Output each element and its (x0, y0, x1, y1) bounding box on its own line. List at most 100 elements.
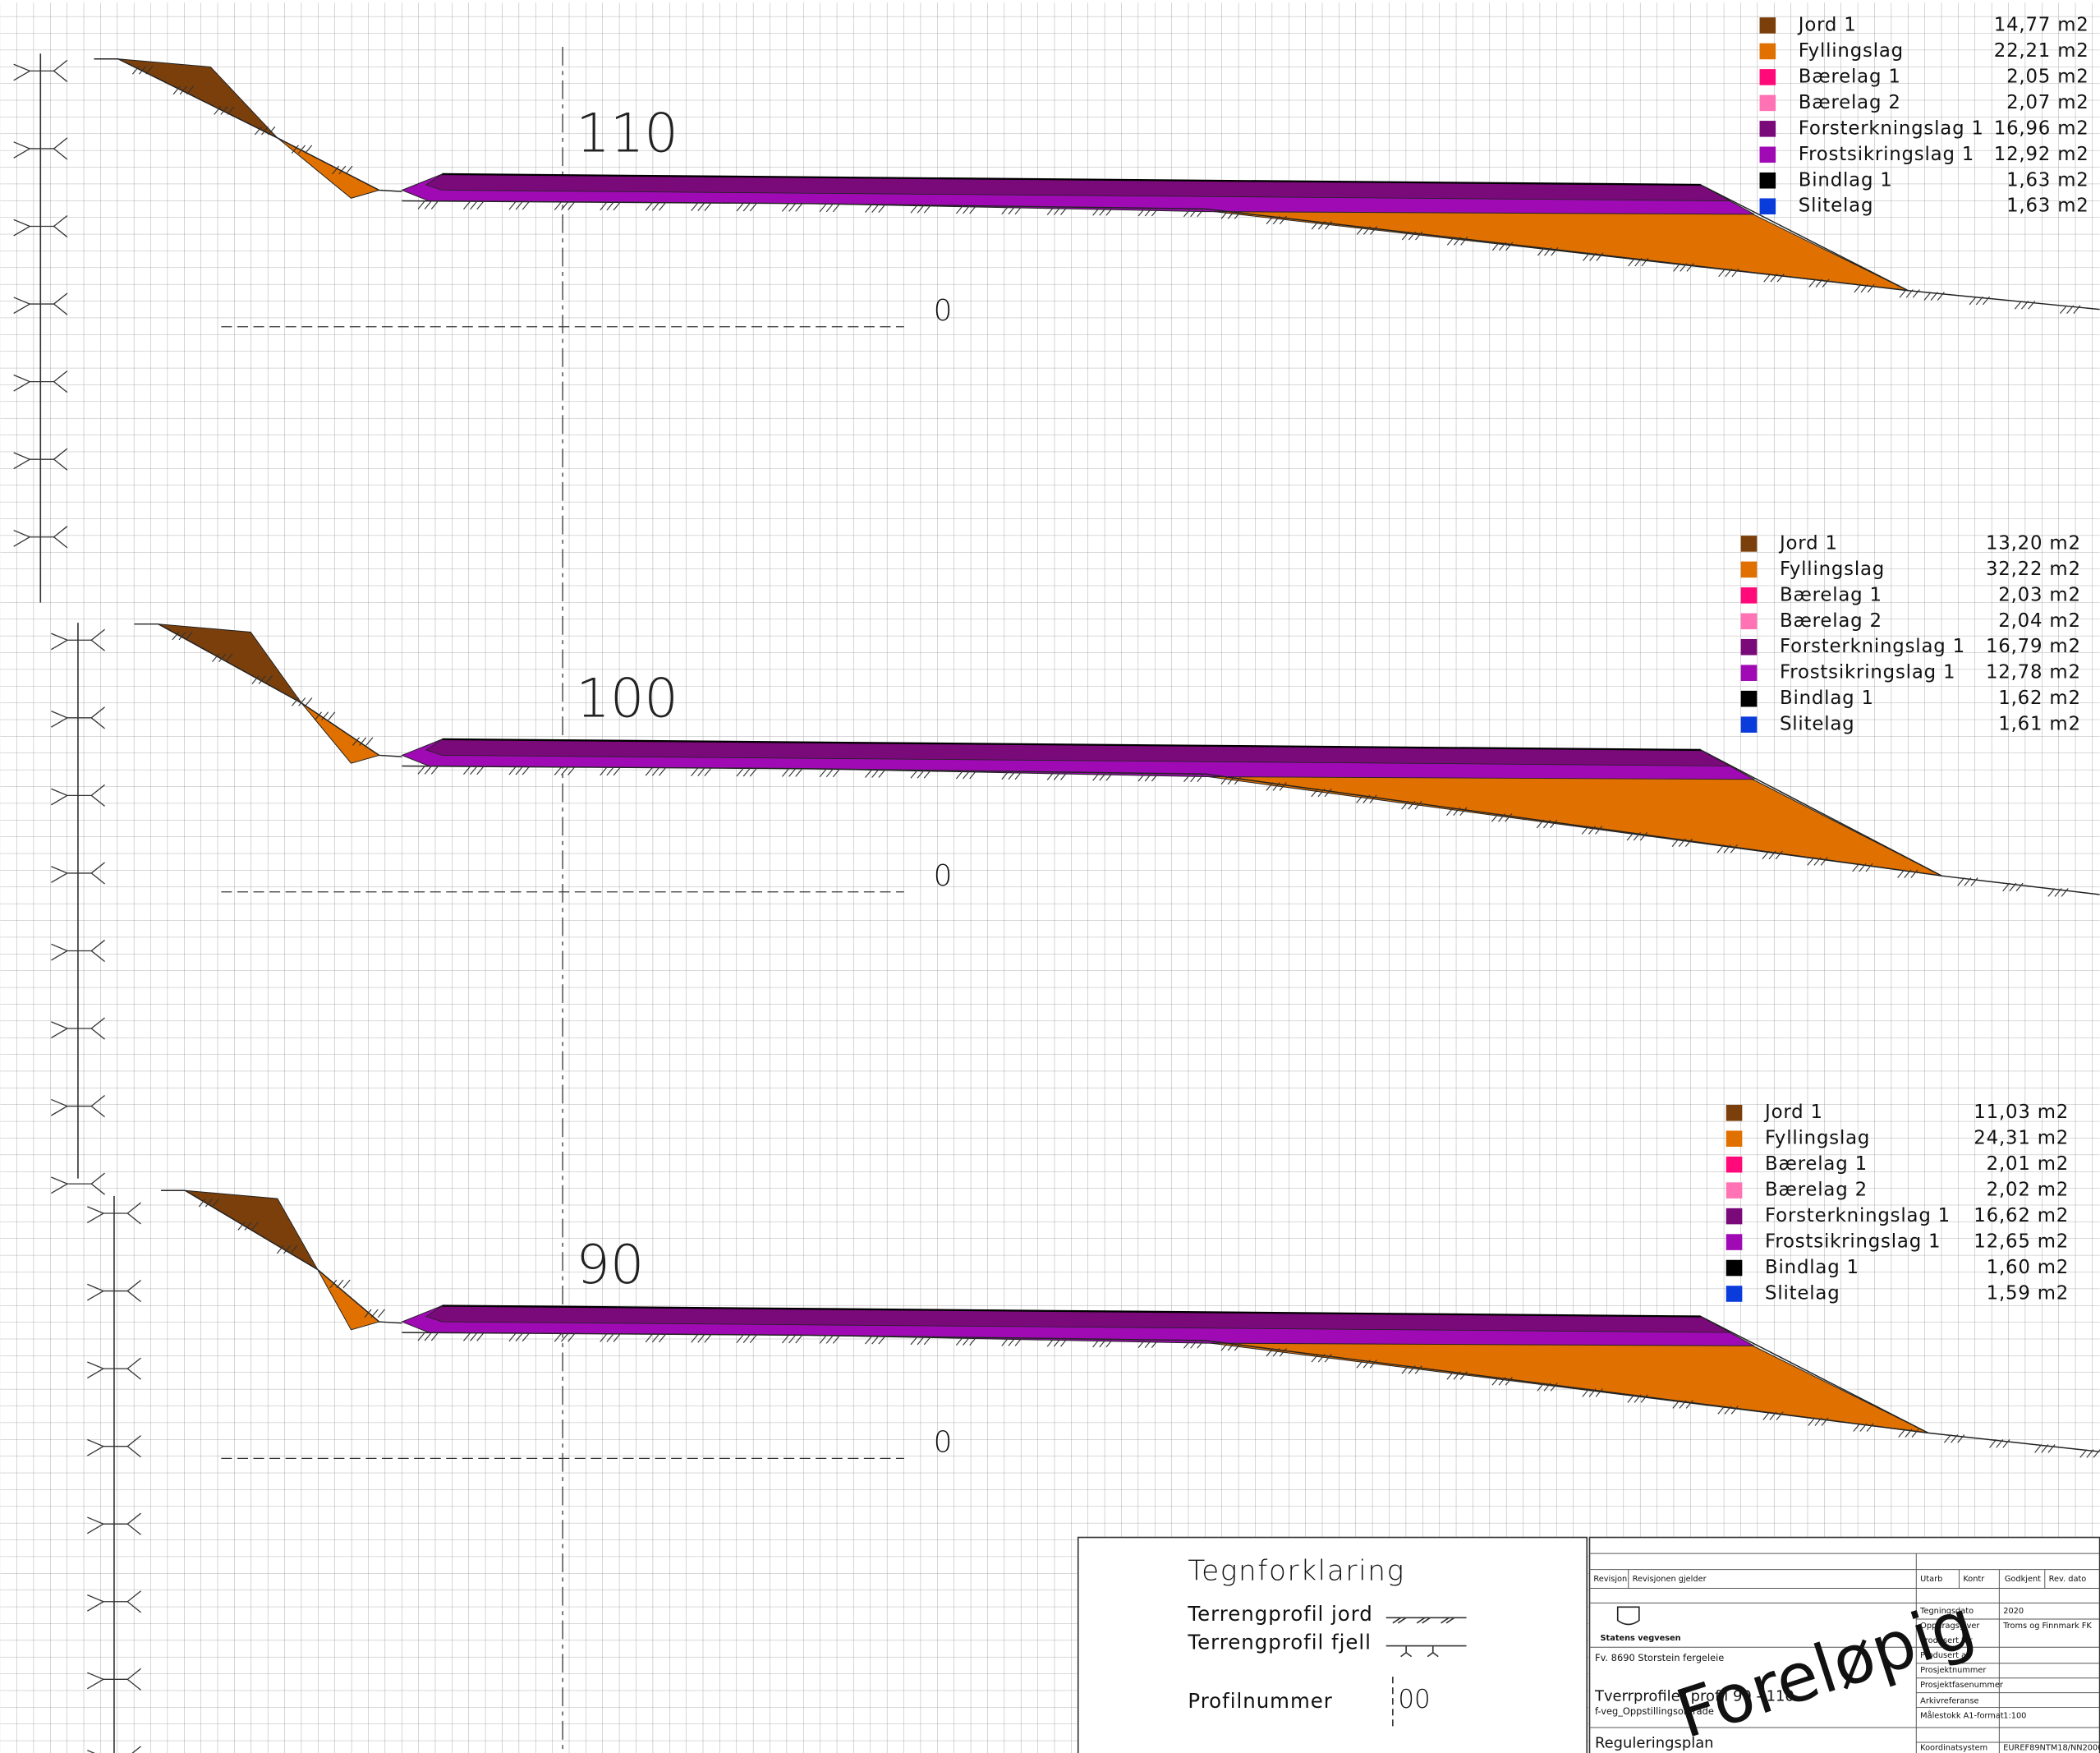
field-label: Prosjektnummer (1920, 1666, 1987, 1675)
soil-hatch (955, 1337, 977, 1346)
rock-symbol (87, 1590, 141, 1613)
terrain-left (161, 1189, 402, 1324)
soil-hatch (1853, 1423, 1874, 1432)
legend-soil: Terrengprofil jord (1187, 1602, 1372, 1626)
soil-hatch (2034, 1444, 2056, 1453)
rock-symbol (51, 1095, 105, 1118)
soil-hatch (1491, 813, 1513, 822)
soil-hatch (2079, 1449, 2100, 1458)
soil-hatch (172, 85, 194, 95)
soil-hatch (1671, 838, 1693, 847)
legend-area: 1,61 m2 (1998, 714, 2081, 735)
legend-name: Bindlag 1 (1765, 1257, 1859, 1278)
soil-hatch (1220, 210, 1242, 219)
legend-name: Bærelag 2 (1765, 1180, 1868, 1201)
rock-symbol (13, 137, 68, 160)
legend-name: Bærelag 1 (1765, 1153, 1868, 1175)
profile: 0 100 Jord 1 13,20 m2 Fyllingslag 32,22 m2 Bær… (51, 532, 2100, 1195)
soil-hatch (819, 768, 840, 778)
soil-hatch (910, 1336, 931, 1346)
soil-hatch (251, 675, 273, 684)
legend-swatch (1740, 638, 1758, 656)
soil-hatch (645, 767, 667, 776)
rock-symbol (13, 526, 68, 549)
soil-hatch (1807, 857, 1828, 866)
soil-hatch (1137, 772, 1159, 782)
datum-label: 0 (934, 294, 953, 328)
rock-symbol (51, 784, 105, 807)
soil-hatch (1446, 807, 1468, 817)
head-cell: Godkjent (2005, 1575, 2041, 1584)
legend-name: Fyllingslag (1780, 559, 1885, 580)
legend-area: 32,22 m2 (1986, 559, 2081, 580)
legend-swatch (1725, 1208, 1743, 1225)
soil-hatch (865, 1335, 886, 1345)
soil-hatch (463, 200, 485, 210)
soil-hatch (2060, 305, 2081, 315)
soil-hatch (554, 201, 576, 210)
datum-label: 0 (934, 859, 953, 893)
soil-hatch (691, 767, 712, 776)
soil-hatch (910, 770, 931, 779)
legend-frame (1077, 1536, 1588, 1753)
soil-hatch (2047, 888, 2069, 897)
soil-hatch (254, 126, 276, 136)
soil-hatch (417, 766, 439, 775)
legend-name: Jord 1 (1763, 1102, 1823, 1123)
soil-hatch (314, 711, 336, 720)
rock-symbol (87, 1512, 141, 1535)
soil-hatch (554, 1332, 576, 1342)
soil-hatch (1923, 292, 1945, 301)
legend-name: Bærelag 2 (1799, 92, 1901, 113)
soil-hatch (1898, 1429, 1919, 1438)
terrain-left (94, 58, 402, 192)
soil-hatch (1266, 1348, 1287, 1357)
soil-hatch (1446, 237, 1468, 246)
slope-line (1700, 1315, 1929, 1434)
station-label: 110 (576, 102, 678, 164)
legend-area: 22,21 m2 (1994, 40, 2089, 62)
legend-swatch (1740, 665, 1758, 681)
slope-line (1700, 749, 1942, 876)
soil-hatch (1446, 1371, 1468, 1380)
legend-area: 1,63 m2 (2006, 196, 2089, 217)
surface-line (442, 173, 1701, 186)
legend-area: 2,04 m2 (1998, 610, 2081, 632)
soil-hatch (1001, 205, 1022, 215)
soil-hatch (1626, 831, 1648, 841)
soil-hatch (1311, 221, 1333, 230)
legend-name: Forsterkningslag 1 (1780, 636, 1965, 657)
soil-hatch (198, 1198, 220, 1208)
legend-swatch (1740, 613, 1758, 630)
legend-swatch (1725, 1286, 1743, 1302)
legend-name: Slitelag (1765, 1282, 1840, 1304)
soil-hatch (955, 770, 977, 780)
station-label: 90 (576, 1234, 644, 1296)
legend-swatch (1740, 536, 1758, 552)
rock-symbol (87, 1668, 141, 1691)
rock-symbol (51, 628, 105, 651)
terrain-right (402, 200, 2100, 311)
legend-name: Forsterkningslag 1 (1799, 117, 1984, 139)
rock-symbol (51, 1172, 105, 1195)
title-frame (1588, 1536, 2100, 1753)
soil-hatch (1092, 772, 1114, 781)
head-cell: Rev. dato (2049, 1575, 2087, 1584)
legend-rock: Terrengprofil fjell (1187, 1630, 1372, 1654)
legend-swatch (1759, 43, 1776, 60)
org-logo (1616, 1606, 1640, 1626)
soil-hatch (1092, 1338, 1114, 1348)
soil-hatch (1001, 771, 1022, 780)
field-value: EUREF89NTM18/NN2000 (2003, 1743, 2100, 1752)
legend-name: Bærelag 2 (1780, 610, 1882, 632)
rock-symbol (87, 1435, 141, 1458)
soil-hatch (508, 201, 530, 210)
rock-symbol (87, 1357, 141, 1380)
field-label: Prosjektfasenummer (1920, 1681, 2004, 1690)
legend-name: Slitelag (1780, 714, 1854, 735)
soil-hatch (1537, 246, 1559, 256)
soil-hatch (910, 205, 931, 214)
rock-symbol (87, 1280, 141, 1303)
